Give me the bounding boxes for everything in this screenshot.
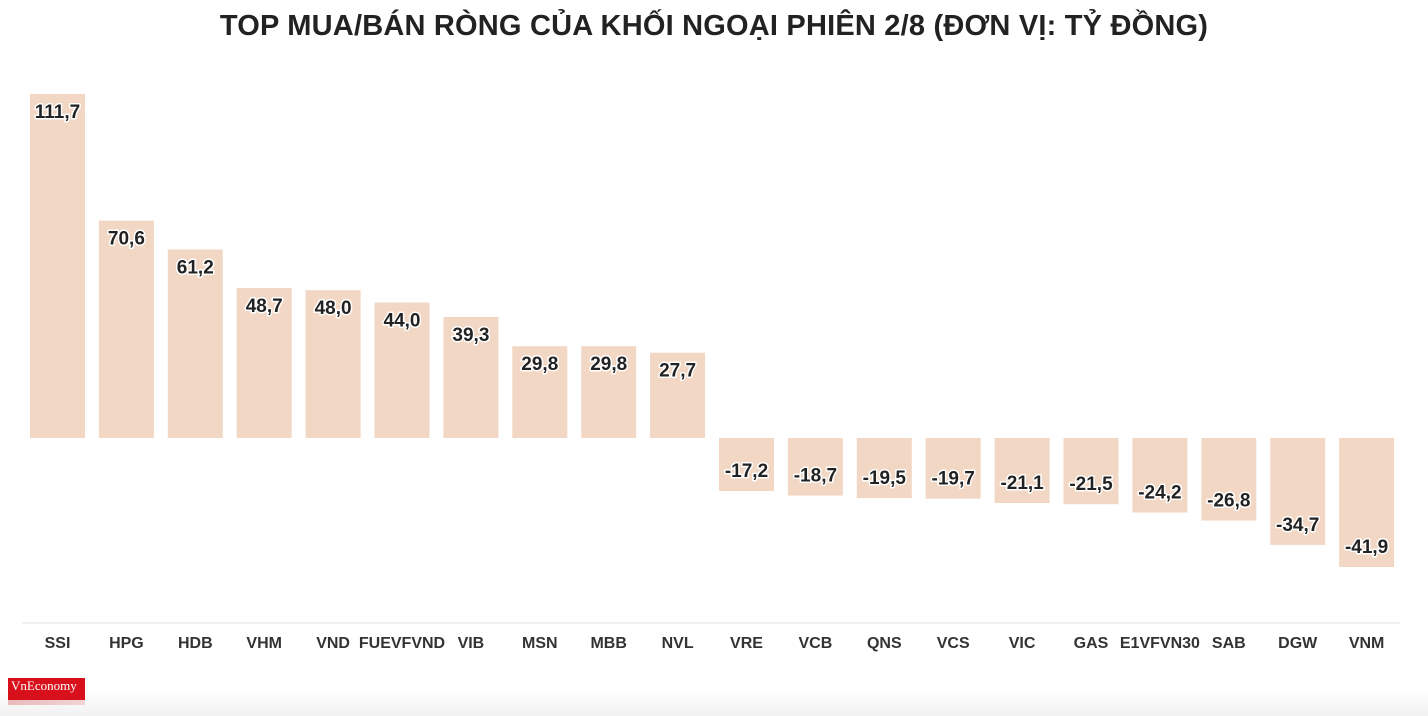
bar-qns — [856, 438, 912, 499]
data-label-hpg: 70,6 — [108, 229, 145, 250]
bar-nvl — [650, 352, 706, 438]
bar-vcs — [925, 438, 981, 499]
data-label-vic: -21,1 — [1000, 473, 1044, 494]
x-tick-label-e1vfvn30: E1VFVN30 — [1120, 635, 1200, 652]
bar-vic — [994, 438, 1050, 503]
x-tick-label-vib: VIB — [458, 635, 485, 652]
data-label-vhm: 48,7 — [246, 296, 283, 317]
x-tick-label-vnm: VNM — [1349, 635, 1385, 652]
data-label-fuevfvnd: 44,0 — [384, 311, 421, 332]
data-label-ssi: 111,7 — [35, 102, 80, 123]
x-tick-label-mbb: MBB — [590, 635, 626, 652]
bar-gas — [1063, 438, 1119, 505]
bar-e1vfvn30 — [1132, 438, 1188, 513]
x-tick-labels-group: SSI HPG HDB VHM VND FUEVFVND VIB MSN MBB NVL VRE VC… — [45, 635, 1385, 652]
x-tick-label-qns: QNS — [867, 635, 902, 652]
data-label-vnm: -41,9 — [1345, 537, 1388, 558]
x-tick-label-vic: VIC — [1009, 635, 1036, 652]
data-label-mbb: 29,8 — [590, 354, 627, 375]
bar-vcb — [787, 438, 843, 496]
data-label-nvl: 27,7 — [659, 361, 696, 382]
x-tick-label-fuevfvnd: FUEVFVND — [359, 635, 445, 652]
bar-hpg — [98, 220, 154, 438]
data-label-dgw: -34,7 — [1276, 515, 1319, 536]
x-tick-label-sab: SAB — [1212, 635, 1246, 652]
data-label-e1vfvn30: -24,2 — [1138, 483, 1181, 504]
x-tick-label-vcs: VCS — [937, 635, 970, 652]
x-tick-label-gas: GAS — [1074, 635, 1109, 652]
data-label-vnd: 48,0 — [315, 298, 352, 319]
bar-sab — [1201, 438, 1257, 521]
logo-underline — [8, 700, 85, 705]
bar-fuevfvnd — [374, 302, 430, 438]
x-tick-label-hpg: HPG — [109, 635, 144, 652]
x-tick-label-msn: MSN — [522, 635, 558, 652]
x-tick-label-ssi: SSI — [45, 635, 71, 652]
x-tick-label-vhm: VHM — [246, 635, 282, 652]
x-tick-label-hdb: HDB — [178, 635, 213, 652]
data-label-vcb: -18,7 — [794, 466, 837, 487]
bar-dgw — [1270, 438, 1326, 545]
bar-mbb — [581, 346, 637, 438]
data-label-msn: 29,8 — [521, 354, 558, 375]
bar-vhm — [236, 288, 292, 438]
bar-vre — [719, 438, 774, 491]
bar-ssi — [30, 94, 85, 438]
footer-fade — [0, 690, 1428, 716]
x-tick-label-vre: VRE — [730, 635, 763, 652]
bar-hdb — [167, 249, 223, 438]
chart-title: TOP MUA/BÁN RÒNG CỦA KHỐI NGOẠI PHIÊN 2/… — [219, 10, 1209, 42]
data-label-vcs: -19,7 — [932, 469, 975, 490]
vneconomy-logo: VnEconomy — [8, 678, 85, 700]
bar-vnm — [1339, 438, 1395, 567]
x-tick-label-nvl: NVL — [662, 635, 694, 652]
x-tick-label-vcb: VCB — [799, 635, 833, 652]
bar-vib — [443, 317, 499, 438]
data-label-qns: -19,5 — [863, 468, 907, 489]
bar-msn — [512, 346, 568, 438]
data-label-gas: -21,5 — [1069, 474, 1113, 495]
bar-vnd — [305, 290, 361, 438]
data-labels-group: 111,7 70,6 61,2 48,7 48,0 44,0 39,3 29,8 29,8 27,… — [33, 101, 1389, 560]
data-label-sab: -26,8 — [1207, 491, 1250, 512]
x-tick-label-dgw: DGW — [1278, 635, 1318, 652]
data-label-vre: -17,2 — [725, 461, 768, 482]
bars-group — [30, 94, 1395, 567]
data-label-hdb: 61,2 — [177, 258, 214, 279]
x-tick-label-vnd: VND — [316, 635, 350, 652]
data-label-vib: 39,3 — [452, 325, 489, 346]
